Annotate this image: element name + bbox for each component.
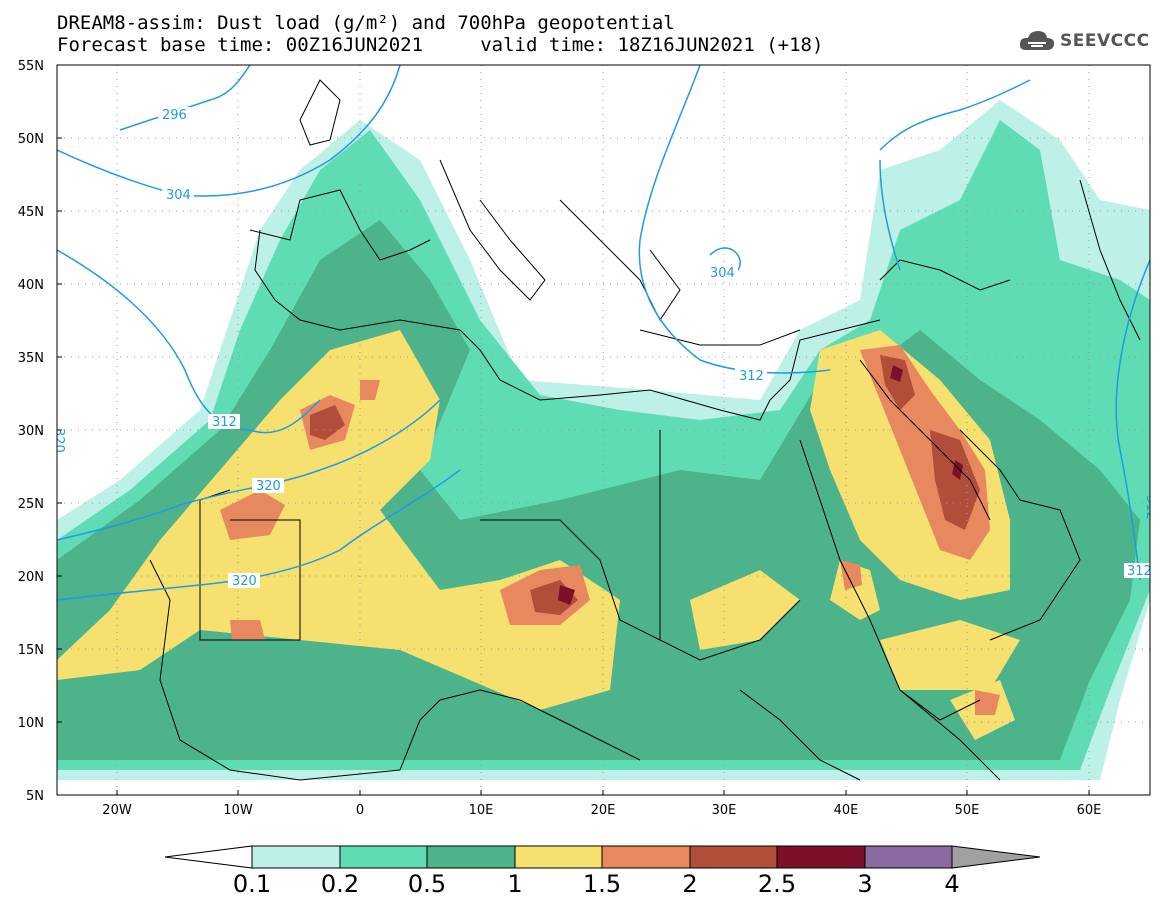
colorbar-label-3: 3	[857, 870, 873, 898]
lat-label-30n: 30N	[18, 424, 44, 439]
dust-load-fields	[57, 100, 1150, 780]
lat-label-45n: 45N	[18, 205, 44, 220]
cloud-icon	[1019, 31, 1055, 50]
map-subtitle: Forecast base time: 00Z16JUN2021 valid t…	[57, 34, 824, 56]
colorbar-label-0p5: 0.5	[407, 870, 447, 898]
lat-axis-labels: 55N 50N 45N 40N 35N 30N 25N 20N 15N 10N …	[18, 59, 44, 804]
seevccc-logo: SEEVCCC	[1018, 26, 1150, 56]
lon-label-50e: 50E	[955, 803, 980, 818]
logo-text: SEEVCCC	[1060, 31, 1150, 51]
lat-label-25n: 25N	[18, 497, 44, 512]
contour-label-304-b: 304	[710, 266, 735, 281]
colorbar-swatch-1	[514, 845, 603, 869]
lon-label-10w: 10W	[223, 803, 253, 818]
dust-band-1	[57, 330, 620, 710]
contour-label-320: 320	[256, 479, 281, 494]
lon-label-30e: 30E	[712, 803, 737, 818]
lon-label-60e: 60E	[1077, 803, 1102, 818]
contour-label-296: 296	[162, 108, 187, 123]
colorbar-swatch-3	[864, 845, 953, 869]
contour-labels: 296 304 304 312 312 320 320 312 320 312	[51, 107, 1158, 589]
colorbar-label-0p1: 0.1	[232, 870, 272, 898]
lat-label-10n: 10N	[18, 716, 44, 731]
lon-label-0: 0	[356, 803, 364, 818]
colorbar-min-arrow	[164, 845, 253, 869]
lat-label-5n: 5N	[26, 789, 44, 804]
contour-label-320-b: 320	[232, 574, 257, 589]
lon-label-20e: 20E	[591, 803, 616, 818]
lat-label-50n: 50N	[18, 132, 44, 147]
colorbar-swatch-2p5	[776, 845, 866, 869]
lat-label-20n: 20N	[18, 570, 44, 585]
contour-label-312-edge: 312	[1143, 495, 1158, 520]
lon-label-40e: 40E	[834, 803, 859, 818]
lon-label-20w: 20W	[102, 803, 132, 818]
lat-label-55n: 55N	[18, 59, 44, 74]
colorbar-label-4: 4	[944, 870, 960, 898]
colorbar-label-2p5: 2.5	[757, 870, 797, 898]
colorbar-swatch-0p1	[251, 845, 341, 869]
contour-label-312-b: 312	[739, 369, 764, 384]
colorbar-max-arrow	[951, 845, 1041, 869]
colorbar-label-0p2: 0.2	[320, 870, 360, 898]
ticks	[57, 137, 1090, 795]
lat-label-35n: 35N	[18, 351, 44, 366]
contour-label-304: 304	[166, 188, 191, 203]
colorbar-label-1: 1	[507, 870, 523, 898]
lon-label-10e: 10E	[469, 803, 494, 818]
graticule	[57, 65, 1150, 795]
colorbar-swatch-1p5	[601, 845, 691, 869]
coastlines	[149, 79, 1141, 781]
plot-area: 296 304 304 312 312 320 320 312 320 312	[51, 65, 1158, 795]
colorbar-swatch-2	[689, 845, 778, 869]
lat-label-15n: 15N	[18, 643, 44, 658]
contour-label-312: 312	[212, 415, 237, 430]
colorbar-swatch-0p5	[426, 845, 516, 869]
contour-label-320-edge: 320	[51, 428, 66, 453]
contour-label-312-c: 312	[1127, 564, 1152, 579]
colorbar-swatch-0p2	[339, 845, 428, 869]
map-title: DREAM8-assim: Dust load (g/m²) and 700hP…	[57, 12, 675, 34]
colorbar	[164, 845, 1041, 869]
lat-label-40n: 40N	[18, 278, 44, 293]
colorbar-label-1p5: 1.5	[582, 870, 622, 898]
colorbar-label-2: 2	[682, 870, 698, 898]
lon-axis-labels: 20W 10W 0 10E 20E 30E 40E 50E 60E	[102, 803, 1101, 818]
